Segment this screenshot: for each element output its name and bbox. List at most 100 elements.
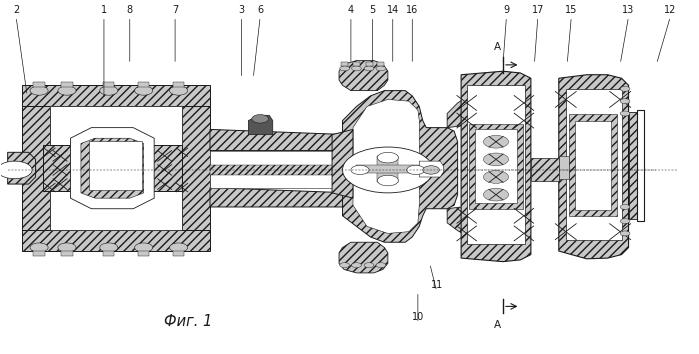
Text: 14: 14 <box>387 5 399 15</box>
Bar <box>62 82 73 87</box>
Polygon shape <box>43 145 78 191</box>
Text: 17: 17 <box>532 5 544 15</box>
Circle shape <box>377 152 398 163</box>
Polygon shape <box>447 89 510 128</box>
Polygon shape <box>22 85 210 107</box>
Bar <box>62 251 73 256</box>
Bar <box>637 110 644 221</box>
Polygon shape <box>377 156 398 182</box>
Bar <box>210 165 350 175</box>
Bar <box>575 121 611 211</box>
Polygon shape <box>339 242 388 273</box>
Circle shape <box>135 86 153 95</box>
Polygon shape <box>81 138 144 198</box>
Bar <box>173 82 184 87</box>
Polygon shape <box>356 165 419 173</box>
Circle shape <box>484 171 509 183</box>
Polygon shape <box>419 161 444 177</box>
Bar <box>341 62 348 66</box>
Text: 13: 13 <box>622 5 635 15</box>
Text: 7: 7 <box>172 5 178 15</box>
Circle shape <box>340 66 350 71</box>
Polygon shape <box>569 114 617 216</box>
Bar <box>34 82 45 87</box>
Circle shape <box>620 86 630 91</box>
Circle shape <box>364 263 374 268</box>
Polygon shape <box>339 61 388 91</box>
Polygon shape <box>248 115 273 135</box>
Bar <box>377 62 384 66</box>
Circle shape <box>484 188 509 201</box>
Bar <box>210 150 350 188</box>
Circle shape <box>351 165 369 175</box>
Circle shape <box>423 166 440 174</box>
Polygon shape <box>559 75 628 259</box>
Polygon shape <box>343 91 458 242</box>
Polygon shape <box>353 99 419 233</box>
Text: 6: 6 <box>257 5 264 15</box>
Text: Фиг. 1: Фиг. 1 <box>164 314 212 329</box>
Polygon shape <box>147 145 182 191</box>
Polygon shape <box>332 130 353 198</box>
Circle shape <box>58 86 76 95</box>
Text: 16: 16 <box>406 5 419 15</box>
Circle shape <box>58 243 76 252</box>
Text: 3: 3 <box>238 5 245 15</box>
Circle shape <box>30 243 48 252</box>
Text: 11: 11 <box>431 280 443 290</box>
Bar <box>138 82 150 87</box>
Circle shape <box>484 153 509 166</box>
Circle shape <box>620 219 630 223</box>
Polygon shape <box>470 124 523 209</box>
Bar <box>353 62 360 66</box>
Circle shape <box>170 86 187 95</box>
Polygon shape <box>22 107 50 230</box>
Text: 1: 1 <box>101 5 107 15</box>
Bar <box>467 85 525 244</box>
Bar <box>89 141 142 190</box>
Circle shape <box>352 263 361 268</box>
Polygon shape <box>22 230 210 251</box>
Text: 4: 4 <box>348 5 354 15</box>
Bar <box>173 251 184 256</box>
Bar <box>559 156 569 179</box>
Bar <box>138 251 150 256</box>
Circle shape <box>377 175 398 186</box>
Polygon shape <box>182 107 210 230</box>
Circle shape <box>376 66 386 71</box>
Text: A: A <box>493 320 501 330</box>
Bar <box>50 165 182 175</box>
Circle shape <box>407 165 425 175</box>
Text: 10: 10 <box>412 312 424 321</box>
Text: 9: 9 <box>503 5 510 15</box>
Circle shape <box>620 111 630 116</box>
Circle shape <box>252 115 268 123</box>
Text: 12: 12 <box>664 5 677 15</box>
Circle shape <box>364 66 374 71</box>
Polygon shape <box>461 71 531 262</box>
Circle shape <box>135 243 153 252</box>
Bar <box>34 251 45 256</box>
Text: 15: 15 <box>565 5 577 15</box>
Bar <box>103 251 115 256</box>
Circle shape <box>620 205 630 210</box>
Circle shape <box>352 66 361 71</box>
Circle shape <box>376 263 386 268</box>
Polygon shape <box>447 207 510 244</box>
Circle shape <box>620 231 630 236</box>
Polygon shape <box>531 158 559 181</box>
Polygon shape <box>8 152 36 184</box>
Bar <box>103 82 115 87</box>
Circle shape <box>170 243 187 252</box>
Circle shape <box>343 147 433 193</box>
Polygon shape <box>71 128 154 209</box>
Circle shape <box>100 243 118 252</box>
Circle shape <box>484 135 509 148</box>
Text: 5: 5 <box>369 5 375 15</box>
Bar <box>628 112 637 219</box>
Polygon shape <box>210 188 350 207</box>
Bar <box>565 89 621 240</box>
Bar <box>475 130 517 204</box>
Text: A: A <box>493 42 501 52</box>
Circle shape <box>30 86 48 95</box>
